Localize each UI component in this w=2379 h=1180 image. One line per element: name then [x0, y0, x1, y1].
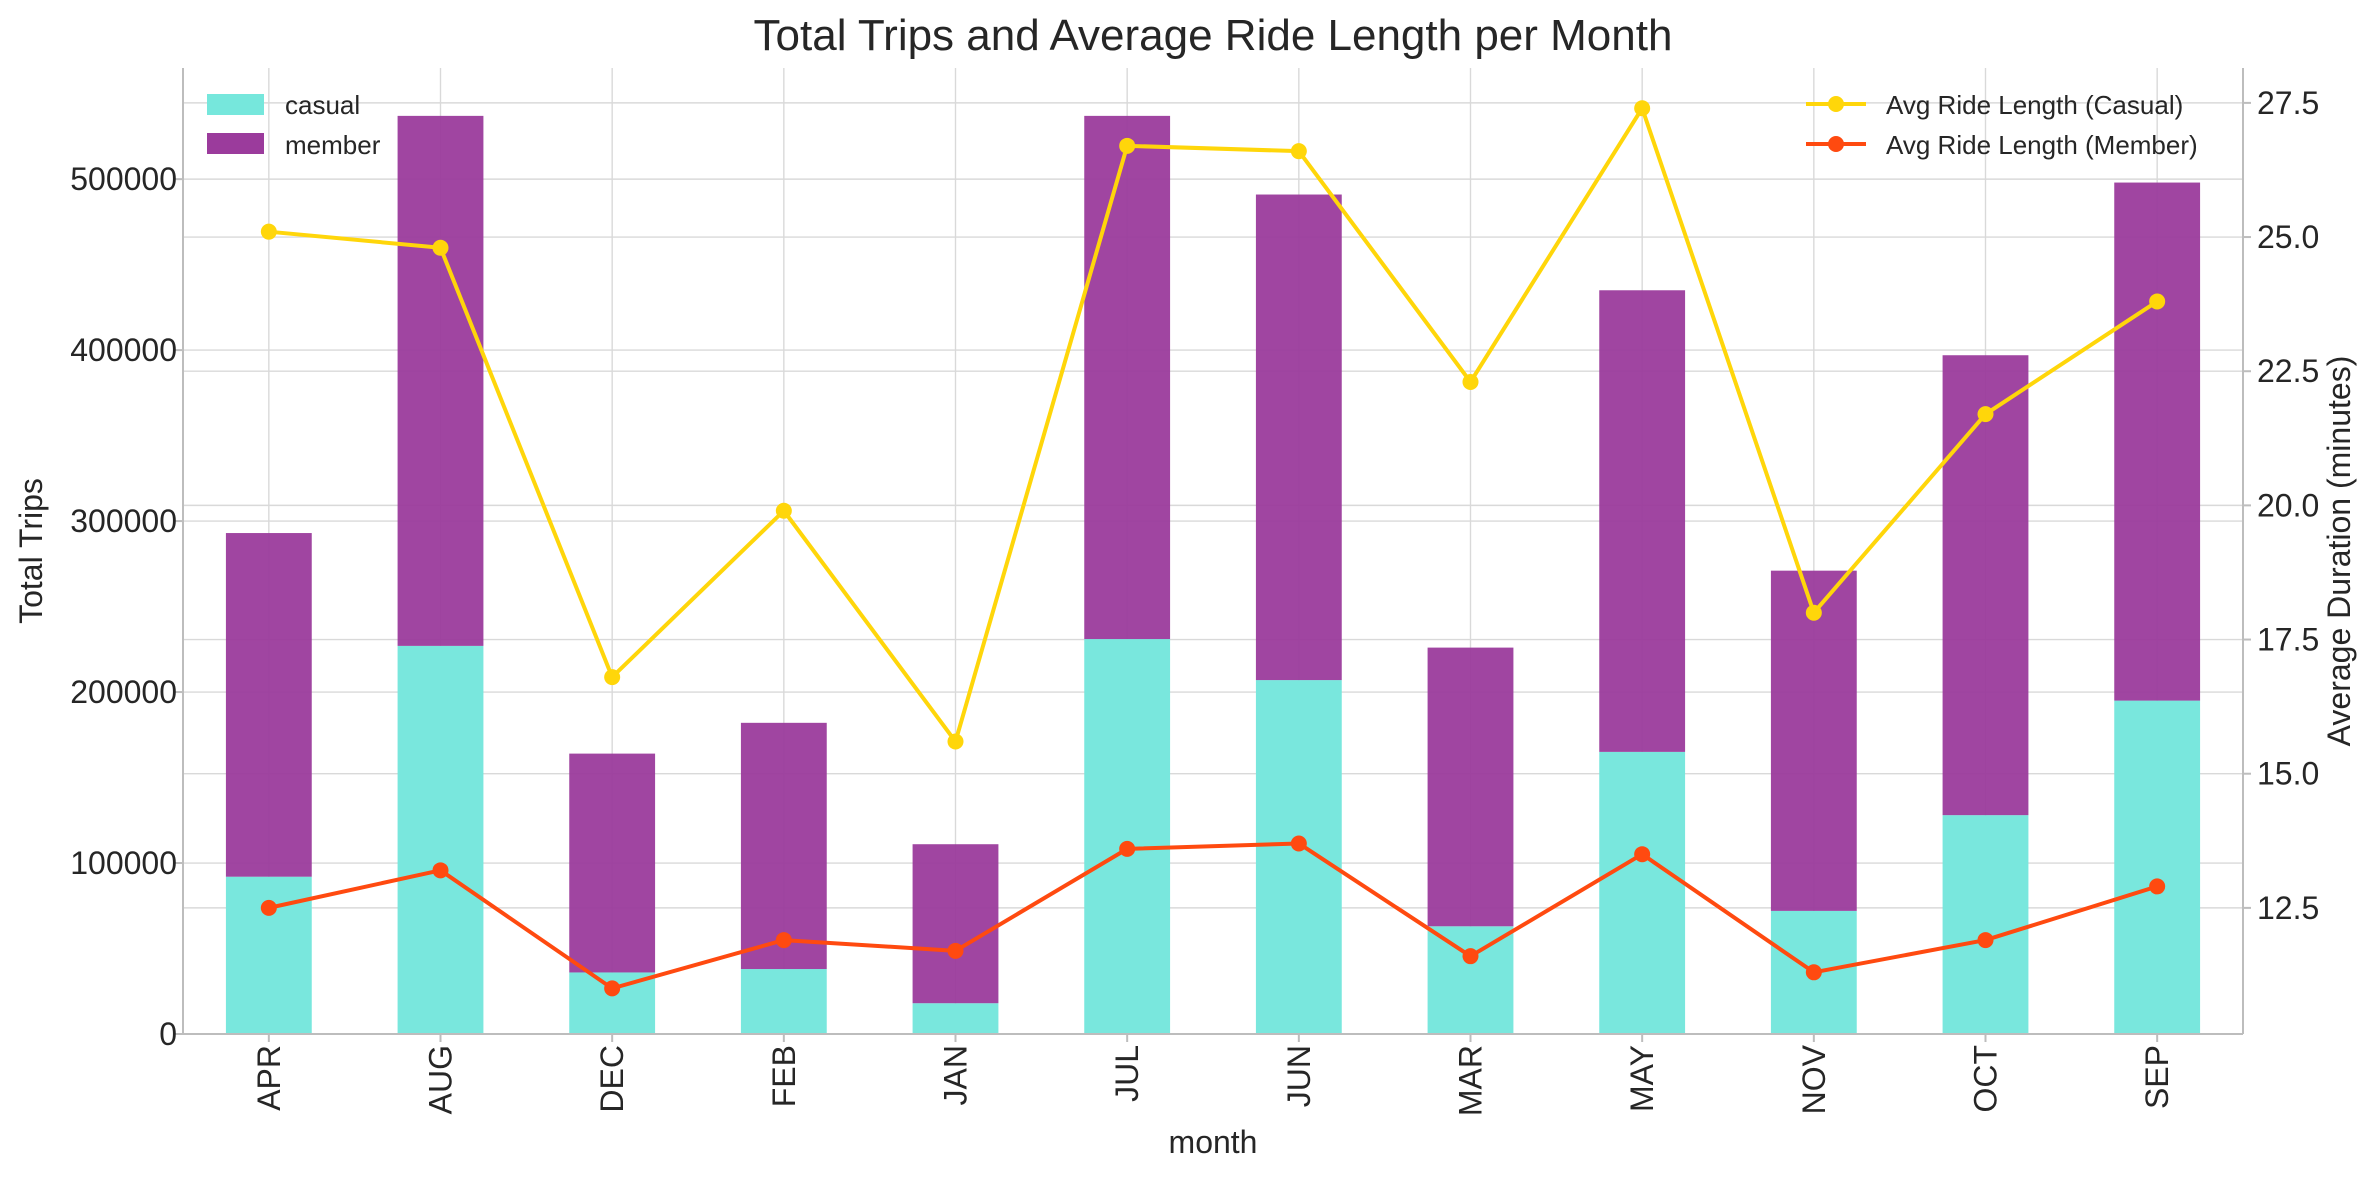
y-tick-label: 300000 [70, 503, 177, 539]
bar-member [1255, 194, 1342, 681]
bar-casual [1599, 751, 1686, 1034]
bar-member [397, 115, 484, 646]
point-avg-casual [2149, 293, 2166, 310]
bar-member [1084, 115, 1171, 640]
point-avg-casual [1119, 137, 1136, 154]
legend-lines: Avg Ride Length (Casual) Avg Ride Length… [1806, 90, 2198, 160]
y2-tick-label: 22.5 [2257, 353, 2319, 389]
bar-member [1599, 290, 1686, 752]
y-tick-label: 500000 [70, 161, 177, 197]
line-avg-casual [268, 106, 2159, 744]
point-avg-casual [1290, 143, 1307, 160]
point-avg-member [1977, 932, 1994, 949]
bar-casual [2114, 700, 2201, 1034]
point-avg-casual [604, 669, 621, 686]
point-avg-casual [260, 223, 277, 240]
x-tick-label: AUG [423, 1045, 459, 1114]
point-avg-member [1805, 964, 1822, 981]
legend-label-casual: casual [285, 90, 360, 120]
point-avg-member [604, 980, 621, 997]
lines-layer [260, 100, 2166, 997]
x-tick-label: MAR [1453, 1045, 1489, 1116]
bar-member [1770, 570, 1857, 911]
y-tick-label: 200000 [70, 674, 177, 710]
bar-casual [740, 969, 827, 1034]
legend-marker-casual [1828, 96, 1844, 112]
legend-swatch-member [207, 133, 264, 154]
y2-tick-label: 25.0 [2257, 219, 2319, 255]
point-avg-member [1290, 835, 1307, 852]
bar-casual [1255, 680, 1342, 1034]
point-avg-casual [947, 733, 964, 750]
legend-bars: casual member [207, 90, 381, 160]
bar-member [912, 844, 999, 1004]
bar-member [740, 722, 827, 970]
point-avg-member [260, 899, 277, 916]
bar-member [2114, 182, 2201, 701]
point-avg-casual [1805, 604, 1822, 621]
line-avg-member [268, 841, 2158, 991]
point-avg-member [1462, 948, 1479, 965]
point-avg-member [1119, 840, 1136, 857]
bar-member [569, 753, 656, 973]
chart-title: Total Trips and Average Ride Length per … [754, 11, 1673, 60]
y2-tick-label: 20.0 [2257, 487, 2319, 523]
point-avg-member [1634, 846, 1651, 863]
bar-casual [397, 645, 484, 1034]
bar-member [1942, 355, 2029, 816]
bar-casual [1084, 639, 1171, 1034]
bar-member [1427, 647, 1514, 927]
point-avg-casual [1462, 373, 1479, 390]
legend-marker-member [1828, 136, 1844, 152]
x-tick-label: MAY [1624, 1045, 1660, 1112]
y2-tick-label: 15.0 [2257, 756, 2319, 792]
point-avg-member [432, 862, 449, 879]
y-axis-label: Total Trips [13, 478, 49, 624]
legend-label-avg-casual: Avg Ride Length (Casual) [1886, 90, 2183, 120]
bar-casual [1427, 926, 1514, 1034]
legend-label-avg-member: Avg Ride Length (Member) [1886, 130, 2198, 160]
ticks-layer: 0 100000 200000 300000 400000 500000 12.5 15.0 1… [70, 85, 2319, 1116]
y2-tick-label: 27.5 [2257, 85, 2319, 121]
point-avg-casual [775, 502, 792, 519]
point-avg-member [947, 942, 964, 959]
point-avg-member [2149, 878, 2166, 895]
point-avg-member [775, 932, 792, 949]
x-tick-label: APR [251, 1045, 287, 1111]
y2-tick-label: 17.5 [2257, 622, 2319, 658]
point-avg-casual [1977, 406, 1994, 423]
legend-swatch-casual [207, 94, 264, 115]
x-tick-label: NOV [1796, 1044, 1832, 1114]
y-tick-label: 0 [159, 1016, 177, 1052]
y-tick-label: 400000 [70, 332, 177, 368]
x-tick-label: OCT [1968, 1045, 2004, 1113]
point-avg-casual [432, 239, 449, 256]
y2-axis-label: Average Duration (minutes) [2321, 356, 2357, 747]
bar-casual [912, 1003, 999, 1034]
bar-casual [1942, 815, 2029, 1034]
x-tick-label: JUN [1281, 1045, 1317, 1107]
x-tick-label: DEC [594, 1045, 630, 1113]
x-tick-label: SEP [2139, 1045, 2175, 1109]
legend-label-member: member [285, 130, 381, 160]
y2-tick-label: 12.5 [2257, 890, 2319, 926]
x-axis-label: month [1169, 1124, 1258, 1160]
y-tick-label: 100000 [70, 845, 177, 881]
point-avg-casual [1634, 100, 1651, 117]
x-tick-label: JUL [1109, 1045, 1145, 1102]
bar-member [225, 533, 312, 877]
x-tick-label: FEB [766, 1045, 802, 1107]
x-tick-label: JAN [938, 1045, 974, 1105]
